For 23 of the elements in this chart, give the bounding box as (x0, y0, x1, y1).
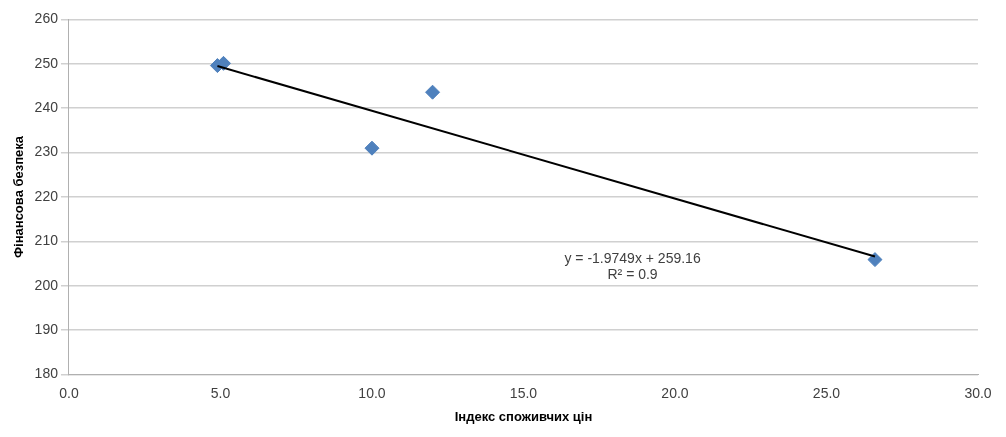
x-tick-label: 5.0 (210, 384, 231, 401)
x-axis-title: Індекс споживчих цін (454, 408, 593, 424)
y-tick-label: 220 (34, 187, 59, 204)
point (425, 84, 441, 100)
point (364, 140, 380, 156)
x-tick-label: 25.0 (812, 384, 841, 401)
y-tick-label: 210 (34, 232, 59, 249)
y-tick-label: 250 (34, 54, 59, 71)
y-tick-label: 200 (34, 276, 59, 293)
y-axis-title: Фінансова безпека (11, 135, 27, 259)
y-tick-label: 240 (34, 99, 59, 116)
point (867, 252, 883, 268)
x-tick-label: 15.0 (509, 384, 538, 401)
y-tick-label: 260 (34, 10, 59, 27)
annotation: R² = 0.9 (607, 266, 658, 283)
annotation: y = -1.9749x + 259.16 (564, 250, 701, 267)
y-tick-label: 230 (34, 143, 59, 160)
y-tick-label: 180 (34, 365, 59, 382)
y-tick-label: 190 (34, 321, 59, 338)
x-tick-label: 0.0 (59, 384, 79, 401)
x-tick-label: 10.0 (358, 384, 386, 401)
x-tick-label: 20.0 (661, 384, 689, 401)
x-tick-label: 30.0 (964, 384, 992, 401)
